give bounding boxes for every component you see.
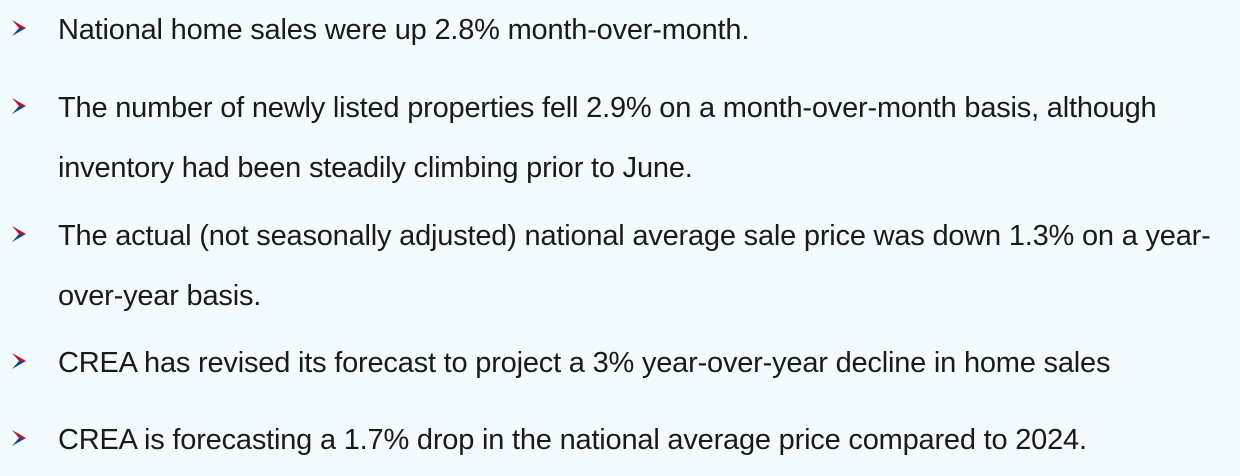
bullet-text: CREA is forecasting a 1.7% drop in the n… xyxy=(58,424,1087,456)
chevron-right-bullet-icon xyxy=(12,430,26,446)
bullet-text: National home sales were up 2.8% month-o… xyxy=(58,14,750,46)
chevron-right-bullet-icon xyxy=(12,353,26,369)
chevron-right-bullet-icon xyxy=(12,226,26,242)
bullet-text: The number of newly listed properties fe… xyxy=(58,92,1157,184)
bullet-text: The actual (not seasonally adjusted) nat… xyxy=(58,220,1211,312)
bullet-text: CREA has revised its forecast to project… xyxy=(58,347,1111,379)
chevron-right-bullet-icon xyxy=(12,98,26,114)
chevron-right-bullet-icon xyxy=(12,20,26,36)
